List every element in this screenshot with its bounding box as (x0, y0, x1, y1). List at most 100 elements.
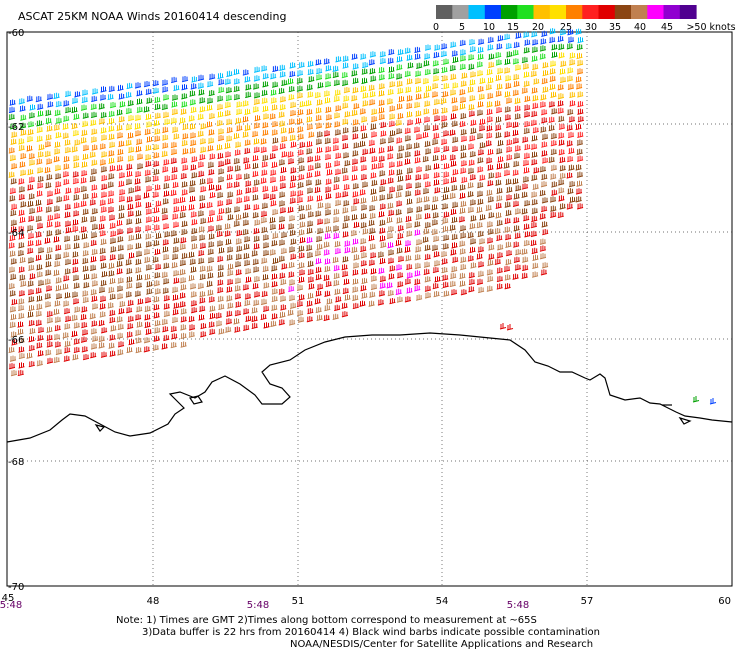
wind-barb (279, 120, 286, 127)
wind-barb (270, 73, 277, 80)
wind-barb (389, 81, 396, 88)
wind-barb (405, 255, 412, 262)
wind-barb (144, 321, 151, 329)
wind-barb (305, 100, 312, 107)
wind-barb (368, 59, 375, 66)
wind-barb (541, 141, 548, 148)
wind-barb (288, 215, 296, 222)
legend-label-20: 20 (532, 22, 544, 33)
wind-barb (235, 253, 242, 261)
wind-barb (91, 280, 99, 287)
wind-barb (170, 325, 177, 333)
wind-barb (261, 202, 269, 209)
wind-barb (9, 290, 16, 297)
wind-barb (28, 305, 35, 312)
wind-barb (287, 158, 295, 165)
wind-barb (566, 43, 573, 50)
wind-barb (161, 271, 168, 278)
wind-barb (226, 310, 233, 317)
wind-barb (278, 216, 286, 223)
wind-barb (225, 118, 233, 126)
wind-barb (224, 78, 232, 85)
wind-barb (440, 97, 447, 105)
wind-barb (316, 147, 323, 154)
wind-barb (449, 89, 457, 96)
wind-barb (459, 248, 466, 255)
wind-barb (476, 70, 484, 77)
wind-barb (488, 212, 495, 219)
wind-barb (153, 240, 160, 247)
wind-barb (352, 262, 360, 269)
wind-barb (451, 50, 458, 57)
wind-barb (64, 220, 72, 227)
wind-barb (44, 141, 52, 148)
wind-barb (190, 266, 197, 273)
wind-barb (558, 52, 565, 59)
wind-barb (461, 176, 468, 184)
wind-barb (459, 39, 466, 47)
wind-barb (261, 290, 268, 298)
wind-barb (575, 123, 582, 131)
wind-barb (397, 175, 404, 182)
wind-barb (64, 147, 72, 154)
wind-barb (521, 272, 528, 279)
wind-barb (344, 294, 351, 301)
wind-barb (181, 189, 188, 196)
wind-barb (424, 244, 431, 251)
wind-barb (325, 162, 332, 169)
wind-barb (478, 238, 486, 245)
wind-barb (415, 117, 422, 125)
wind-barb (252, 106, 259, 113)
wind-barb (45, 261, 52, 268)
wind-barb (36, 190, 43, 197)
wind-barb (253, 138, 260, 145)
wind-barb (342, 191, 349, 198)
wind-barb (370, 172, 377, 179)
wind-barb (20, 129, 27, 136)
wind-barb (371, 156, 378, 163)
legend-swatch (631, 5, 648, 19)
wind-barb (541, 157, 549, 164)
wind-barb (332, 313, 339, 320)
wind-barb (244, 299, 251, 307)
wind-barb (145, 264, 153, 271)
wind-barb (118, 204, 125, 212)
wind-barb (297, 126, 304, 133)
wind-barb (190, 106, 197, 114)
wind-barb (188, 186, 196, 193)
wind-barb (352, 133, 359, 140)
wind-barb (279, 64, 286, 71)
wind-barb (576, 139, 584, 146)
wind-barb (449, 129, 456, 136)
wind-barb (36, 360, 43, 367)
wind-barb (298, 245, 305, 252)
wind-barb (495, 132, 502, 139)
wind-barb (89, 151, 96, 158)
wind-barb (524, 95, 531, 103)
wind-barb (422, 188, 430, 195)
wind-barb (460, 200, 467, 208)
wind-barb (423, 204, 431, 211)
wind-barb (405, 143, 413, 150)
wind-barb (272, 232, 279, 239)
wind-barb (316, 314, 323, 321)
wind-barb (117, 323, 124, 331)
wind-barb (521, 208, 528, 215)
wind-barb (512, 273, 519, 280)
wind-barb (440, 43, 448, 50)
wind-barb (116, 109, 123, 116)
wind-barb (335, 152, 342, 159)
wind-barb (170, 117, 178, 124)
wind-barb (118, 180, 125, 188)
wind-barb (27, 232, 35, 240)
wind-barb (396, 296, 404, 303)
wind-barb (441, 75, 449, 82)
wind-barb (101, 271, 108, 278)
wind-barb (387, 153, 394, 160)
wind-barb (73, 113, 80, 120)
wind-barb (477, 166, 484, 173)
wind-barb (26, 95, 33, 102)
wind-barb (406, 167, 413, 174)
wind-barb (353, 221, 360, 229)
wind-barb (296, 85, 304, 92)
